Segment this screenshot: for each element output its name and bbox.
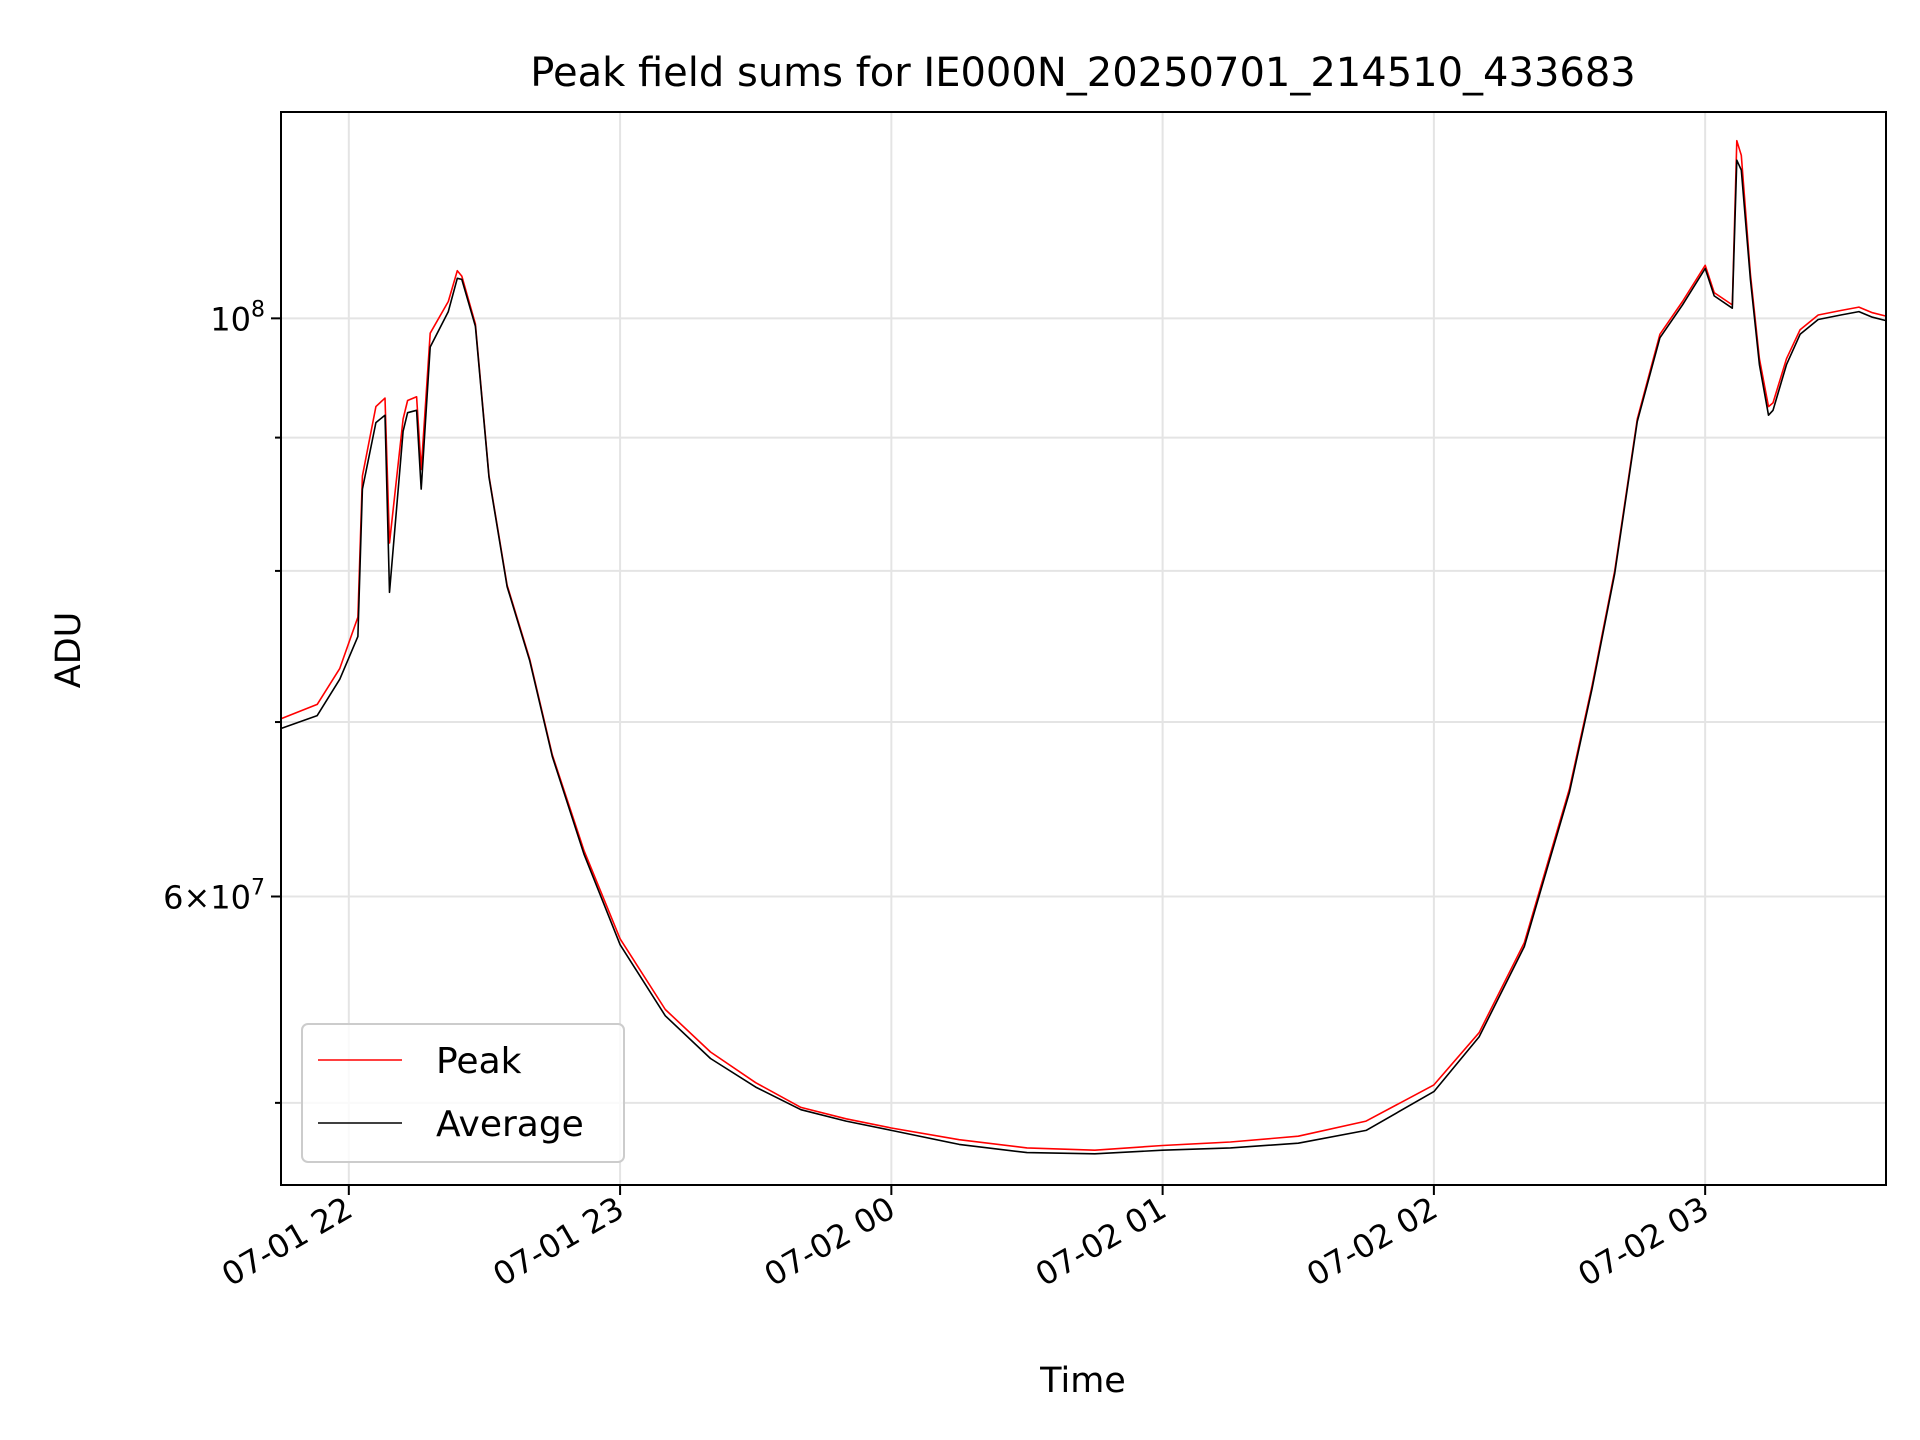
series-line-average: [280, 159, 1887, 1155]
y-axis-label: ADU: [49, 612, 89, 689]
x-axis-label: Time: [1039, 1361, 1126, 1401]
legend-box: [301, 1023, 625, 1163]
legend-average-label: Average: [436, 1104, 584, 1145]
legend: Peak Average: [301, 1023, 625, 1163]
y-tick-label: 108: [210, 297, 265, 338]
y-tick-label: 6×107: [163, 876, 265, 917]
y-tick-label-exponent: 8: [251, 297, 265, 322]
y-tick-label-base: 10: [210, 300, 251, 338]
series-lines: [280, 139, 1887, 1155]
y-tick-label-base: 6×10: [163, 879, 251, 917]
y-tick-label-exponent: 7: [251, 876, 265, 901]
plot-area-frame: [280, 111, 1887, 1186]
chart-title: Peak field sums for IE000N_20250701_2145…: [530, 50, 1635, 96]
legend-peak-label: Peak: [436, 1041, 522, 1082]
grid-lines: [281, 112, 1886, 1185]
